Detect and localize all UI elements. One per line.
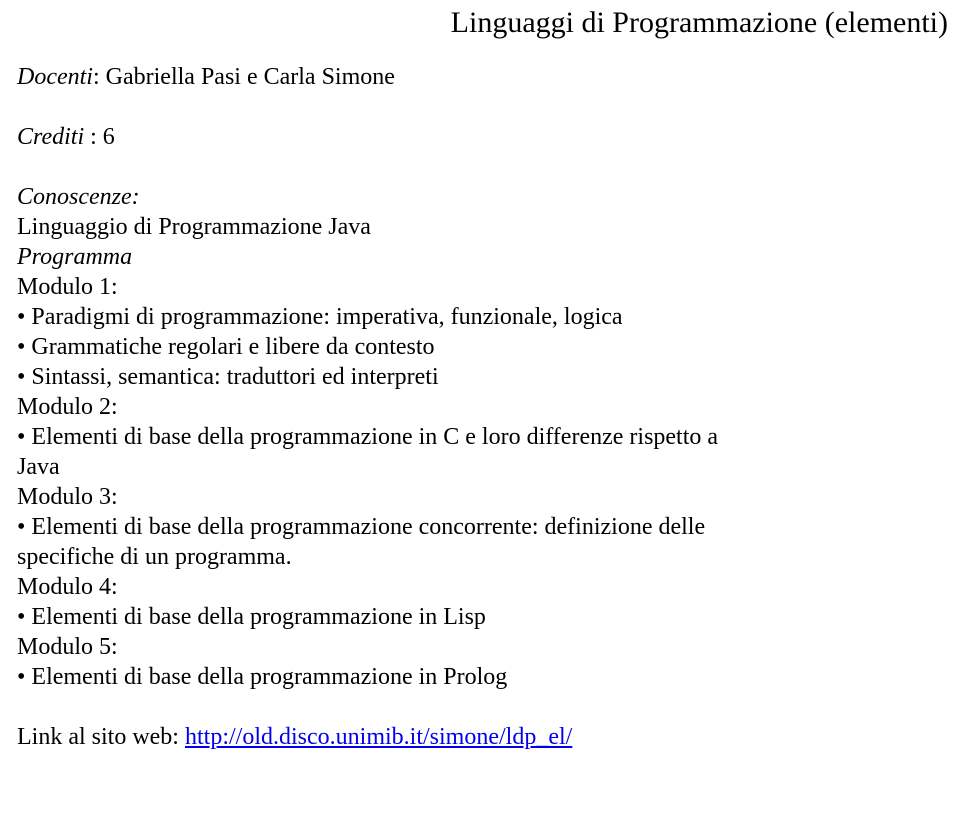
modulo-2-label: Modulo 2:: [17, 392, 948, 422]
modulo-2-bullet-1-line-a: Elementi di base della programmazione in…: [17, 422, 948, 452]
modulo-3-bullet-1-line-a: Elementi di base della programmazione co…: [17, 512, 948, 542]
crediti-label: Crediti: [17, 124, 90, 150]
modulo-5-label: Modulo 5:: [17, 632, 948, 662]
modulo-2-bullet-1-line-b: Java: [17, 452, 948, 482]
conoscenze-line-1: Linguaggio di Programmazione Java: [17, 212, 948, 242]
conoscenze-block: Conoscenze: Linguaggio di Programmazione…: [17, 182, 948, 242]
modulo-4-label: Modulo 4:: [17, 572, 948, 602]
programma-label: Programma: [17, 242, 948, 272]
modulo-1-bullet-1: Paradigmi di programmazione: imperativa,…: [17, 302, 948, 332]
crediti-value: : 6: [90, 124, 115, 150]
modulo-1-label: Modulo 1:: [17, 272, 948, 302]
modulo-5-bullet-1: Elementi di base della programmazione in…: [17, 662, 948, 692]
docenti-label: Docenti: [17, 64, 93, 90]
docenti-value: : Gabriella Pasi e Carla Simone: [93, 64, 395, 90]
programma-block: Programma Modulo 1: Paradigmi di program…: [17, 242, 948, 692]
modulo-3-bullet-1-line-b: specifiche di un programma.: [17, 542, 948, 572]
site-link[interactable]: http://old.disco.unimib.it/simone/ldp_el…: [185, 724, 572, 750]
modulo-1-bullet-3: Sintassi, semantica: traduttori ed inter…: [17, 362, 948, 392]
link-label: Link al sito web:: [17, 724, 185, 750]
spacer: [17, 692, 948, 722]
crediti-line: Crediti : 6: [17, 122, 948, 152]
conoscenze-label: Conoscenze:: [17, 182, 948, 212]
docenti-line: Docenti: Gabriella Pasi e Carla Simone: [17, 62, 948, 92]
page-title: Linguaggi di Programmazione (elementi): [17, 4, 948, 42]
modulo-4-bullet-1: Elementi di base della programmazione in…: [17, 602, 948, 632]
modulo-1-bullet-2: Grammatiche regolari e libere da contest…: [17, 332, 948, 362]
modulo-3-label: Modulo 3:: [17, 482, 948, 512]
link-line: Link al sito web: http://old.disco.unimi…: [17, 722, 948, 752]
